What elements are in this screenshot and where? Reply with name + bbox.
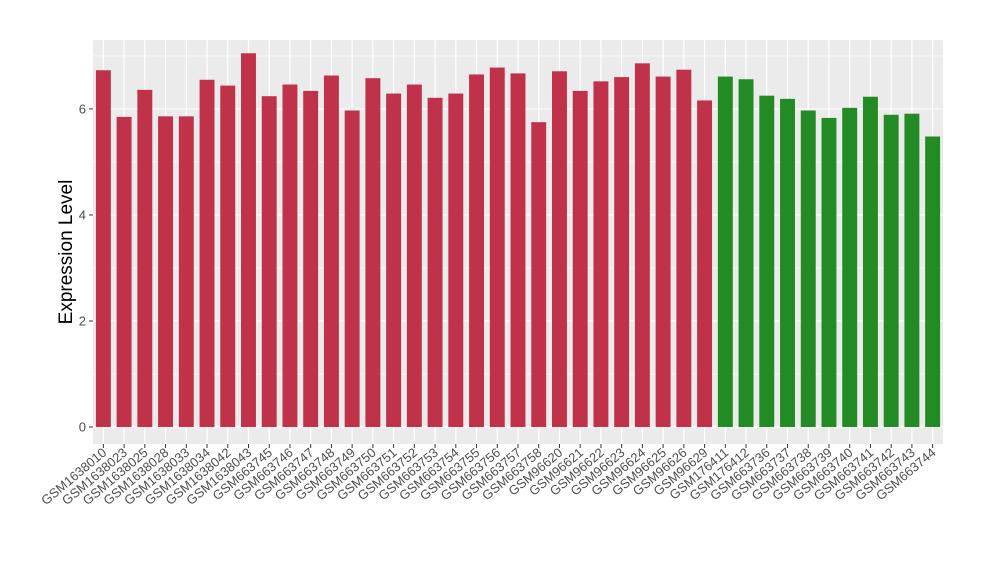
y-axis: 0 2 4 6 <box>79 101 93 435</box>
bar-GSM96620 <box>552 71 567 428</box>
bar-GSM96625 <box>655 76 671 428</box>
bar-GSM1638023 <box>116 116 132 428</box>
bar-GSM96624 <box>634 63 650 428</box>
y-tick-label: 4 <box>79 207 86 222</box>
bar-GSM663749 <box>344 110 360 428</box>
bars-layer <box>95 53 941 428</box>
bar-GSM1638034 <box>199 79 215 428</box>
bar-GSM663738 <box>800 110 816 428</box>
bar-GSM663744 <box>925 136 941 428</box>
bar-GSM663758 <box>531 122 547 428</box>
bar-GSM663753 <box>427 97 443 428</box>
bar-GSM663750 <box>365 78 381 428</box>
y-axis-title: Expression Level <box>56 180 77 325</box>
bar-GSM663743 <box>904 113 920 428</box>
y-tick-label: 0 <box>79 420 86 435</box>
bar-GSM1638033 <box>178 116 194 428</box>
bar-GSM96623 <box>614 77 630 428</box>
bar-GSM96621 <box>572 90 588 428</box>
bar-GSM176412 <box>738 79 754 428</box>
x-axis: GSM1638010GSM1638023GSM1638025GSM1638028… <box>38 444 939 508</box>
bar-GSM663740 <box>842 107 858 428</box>
bar-GSM1638043 <box>241 53 256 428</box>
bar-GSM663751 <box>386 93 402 428</box>
bar-GSM663756 <box>489 67 505 428</box>
y-tick-label: 2 <box>79 313 86 328</box>
bar-GSM663747 <box>303 90 319 428</box>
bar-GSM663736 <box>759 95 775 428</box>
bar-GSM663752 <box>406 84 422 428</box>
bar-GSM663739 <box>821 117 837 428</box>
y-tick-label: 6 <box>79 101 86 116</box>
bar-GSM96626 <box>676 69 692 428</box>
bar-GSM663741 <box>862 96 878 428</box>
bar-GSM96622 <box>593 81 609 428</box>
bar-GSM663737 <box>780 98 795 428</box>
bar-GSM663746 <box>282 84 298 428</box>
bar-GSM663754 <box>448 93 464 428</box>
bar-GSM663745 <box>261 96 277 428</box>
bar-GSM663757 <box>510 73 526 428</box>
bar-GSM663748 <box>323 75 339 428</box>
bar-GSM176411 <box>717 76 733 428</box>
bar-GSM663755 <box>469 74 484 428</box>
bar-GSM1638042 <box>220 85 236 428</box>
bar-GSM1638028 <box>158 116 174 428</box>
bar-GSM1638025 <box>137 89 153 428</box>
bar-GSM96629 <box>697 100 713 428</box>
bar-GSM663742 <box>883 114 899 428</box>
bar-GSM1638010 <box>95 70 111 428</box>
